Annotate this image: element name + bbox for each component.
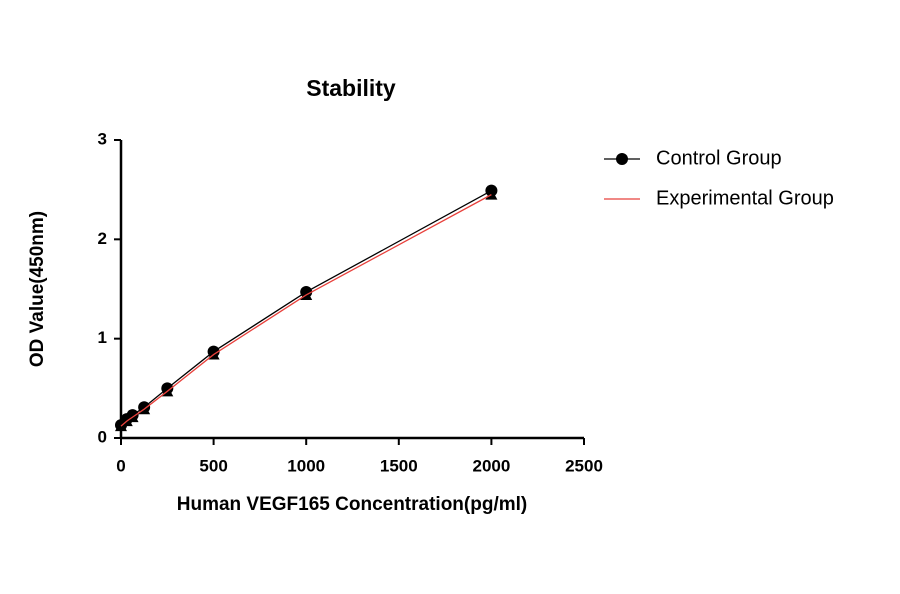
x-axis-label: Human VEGF165 Concentration(pg/ml)	[177, 494, 527, 515]
series-line	[120, 190, 492, 426]
y-tick-label: 1	[98, 328, 107, 347]
x-tick-label: 0	[116, 456, 125, 475]
legend-label: Experimental Group	[656, 187, 834, 209]
chart-title: Stability	[306, 75, 396, 101]
y-tick-label: 2	[98, 229, 107, 248]
y-tick-label: 3	[98, 129, 107, 148]
x-tick-label: 2500	[565, 456, 603, 475]
x-tick-label: 1000	[287, 456, 325, 475]
y-axis-label: OD Value(450nm)	[27, 211, 48, 367]
x-tick-label: 2000	[472, 456, 510, 475]
x-tick-label: 500	[199, 456, 227, 475]
y-tick-label: 0	[98, 427, 107, 446]
series-line	[120, 194, 492, 427]
legend-label: Control Group	[656, 147, 782, 169]
x-tick-label: 1500	[380, 456, 418, 475]
legend-marker	[616, 153, 628, 165]
